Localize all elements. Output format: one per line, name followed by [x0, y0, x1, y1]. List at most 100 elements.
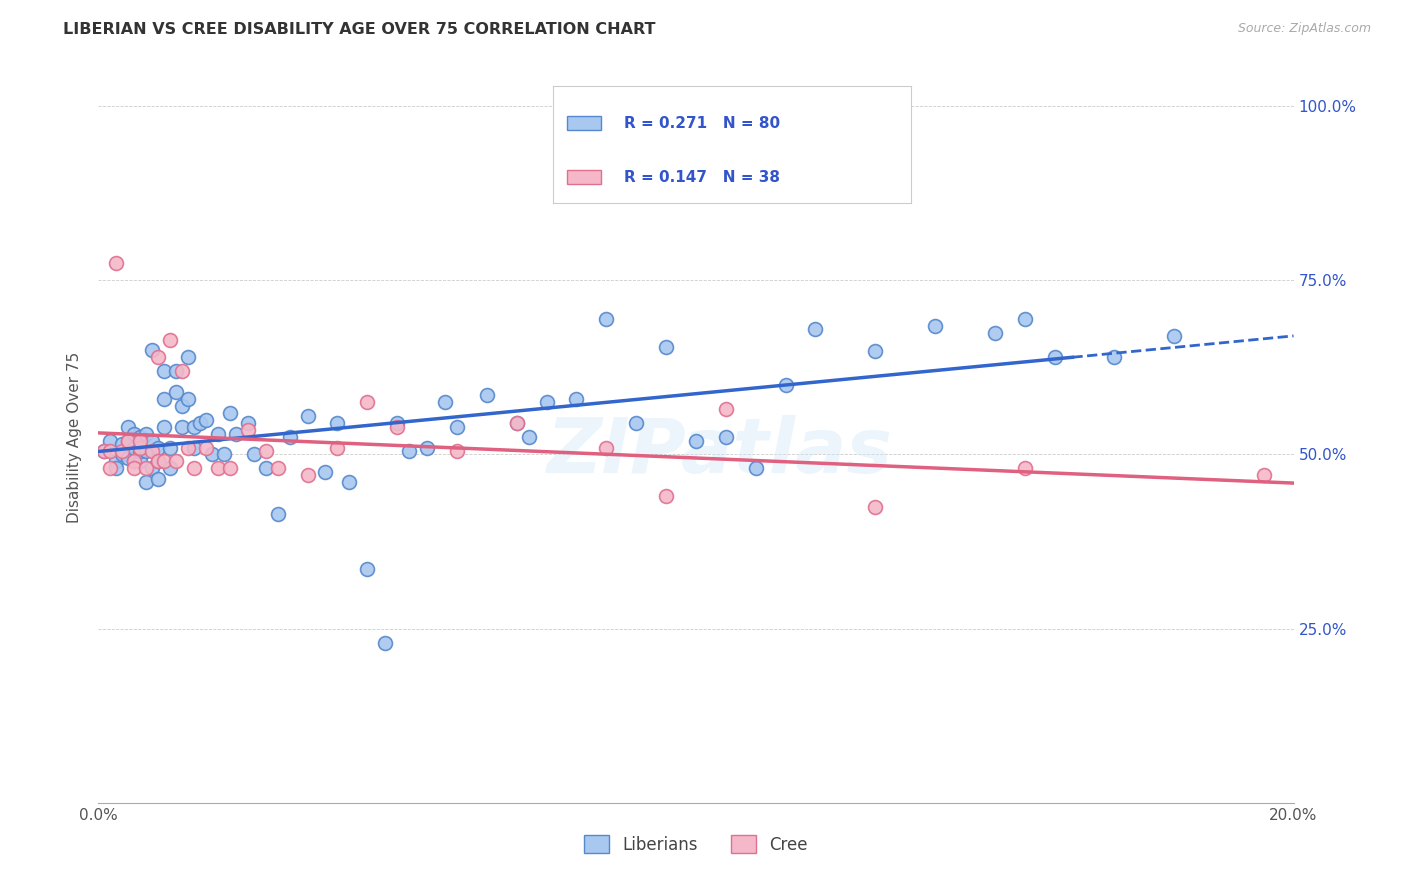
Point [148, 454, 170, 468]
Point [225, 426, 247, 441]
Point [267, 461, 290, 475]
Point [124, 426, 146, 441]
Point [124, 454, 146, 468]
Point [1014, 461, 1036, 475]
Point [98, 461, 122, 475]
Point [595, 311, 617, 326]
Point [177, 392, 200, 406]
Point [207, 426, 229, 441]
Point [159, 461, 181, 475]
Point [434, 395, 457, 409]
Point [159, 441, 181, 455]
Point [446, 444, 468, 458]
Point [565, 392, 588, 406]
Point [188, 416, 211, 430]
Point [98, 444, 122, 458]
Point [111, 448, 134, 462]
Point [1104, 350, 1126, 364]
Point [117, 450, 139, 465]
Point [804, 322, 827, 336]
Point [1253, 468, 1275, 483]
Point [111, 444, 134, 458]
Point [111, 437, 134, 451]
Point [153, 454, 176, 468]
Point [165, 454, 187, 468]
Point [326, 441, 349, 455]
Point [1163, 329, 1185, 343]
Point [1043, 350, 1066, 364]
Point [172, 364, 194, 378]
Point [595, 441, 617, 455]
Point [339, 475, 361, 490]
Point [124, 454, 146, 468]
Point [745, 461, 768, 475]
Point [924, 318, 946, 333]
Point [165, 384, 187, 399]
Point [124, 441, 146, 455]
Point [1014, 311, 1036, 326]
Point [165, 364, 187, 378]
Point [506, 416, 529, 430]
Point [129, 434, 152, 448]
Point [141, 461, 163, 475]
Point [148, 350, 170, 364]
Point [685, 434, 707, 448]
Point [117, 434, 139, 448]
Point [183, 419, 205, 434]
Point [195, 412, 218, 426]
Point [517, 430, 540, 444]
Point [135, 475, 157, 490]
Point [177, 441, 200, 455]
Point [129, 430, 152, 444]
Point [153, 419, 176, 434]
Point [655, 339, 678, 353]
Point [153, 392, 176, 406]
Point [93, 444, 115, 458]
Point [195, 441, 218, 455]
Point [626, 416, 648, 430]
Point [219, 406, 242, 420]
Point [326, 416, 349, 430]
Point [183, 441, 205, 455]
Point [135, 426, 157, 441]
Point [865, 344, 887, 359]
Point [117, 419, 139, 434]
Point [655, 489, 678, 503]
Point [124, 461, 146, 475]
Point [506, 416, 529, 430]
Point [148, 454, 170, 468]
Point [278, 430, 301, 444]
Point [356, 395, 378, 409]
Point [297, 409, 319, 424]
Point [148, 441, 170, 455]
Legend: Liberians, Cree: Liberians, Cree [578, 829, 814, 860]
Point [141, 434, 163, 448]
Point [141, 343, 163, 357]
Point [201, 448, 224, 462]
Point [984, 326, 1007, 340]
Point [212, 448, 235, 462]
Point [865, 500, 887, 514]
Point [416, 441, 439, 455]
Point [93, 444, 115, 458]
Text: ZIPatlas: ZIPatlas [547, 415, 893, 489]
Point [714, 430, 737, 444]
Point [374, 635, 396, 649]
Point [315, 465, 337, 479]
Point [446, 419, 468, 434]
Point [475, 388, 498, 402]
Text: Source: ZipAtlas.com: Source: ZipAtlas.com [1237, 22, 1371, 36]
Point [172, 399, 194, 413]
Point [775, 377, 797, 392]
Point [172, 419, 194, 434]
Point [207, 461, 229, 475]
Point [714, 402, 737, 417]
Point [236, 416, 259, 430]
Point [105, 256, 128, 270]
Point [254, 461, 277, 475]
Point [129, 441, 152, 455]
Point [159, 333, 181, 347]
Text: LIBERIAN VS CREE DISABILITY AGE OVER 75 CORRELATION CHART: LIBERIAN VS CREE DISABILITY AGE OVER 75 … [63, 22, 655, 37]
Point [536, 395, 558, 409]
Point [148, 472, 170, 486]
